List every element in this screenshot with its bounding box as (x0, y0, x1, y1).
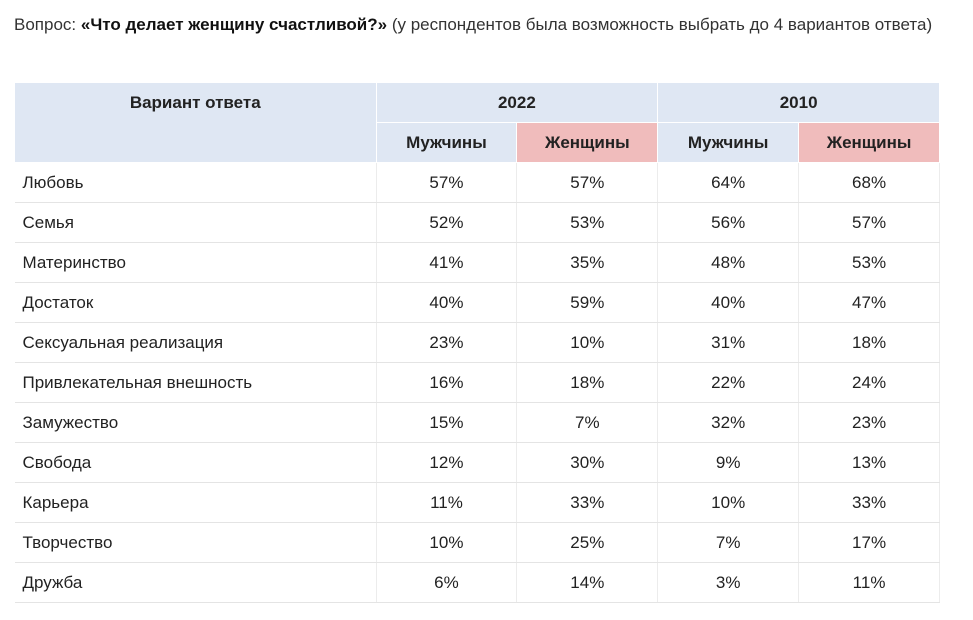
cell-value: 33% (798, 482, 940, 523)
header-group: Женщины (516, 122, 659, 163)
cell-value: 10% (657, 482, 800, 523)
row-label: Свобода (14, 442, 377, 483)
cell-value: 53% (798, 242, 940, 283)
header-option: Вариант ответа (14, 82, 377, 163)
cell-value: 31% (657, 322, 800, 363)
table-row: Творчество 10% 25% 7% 17% (14, 522, 940, 563)
row-label: Замужество (14, 402, 377, 443)
cell-value: 18% (798, 322, 940, 363)
header-group: Мужчины (375, 122, 518, 163)
table-row: Сексуальная реализация 23% 10% 31% 18% (14, 322, 940, 363)
cell-value: 25% (516, 522, 659, 563)
cell-value: 57% (376, 162, 518, 203)
cell-value: 68% (798, 162, 940, 203)
table-body: Любовь 57% 57% 64% 68% Семья 52% 53% 56% 57% Матер… (14, 162, 940, 603)
row-label: Семья (14, 202, 377, 243)
cell-value: 40% (376, 282, 518, 323)
question: «Что делает женщину счастливой?» (80, 15, 388, 34)
row-label: Материнство (14, 242, 377, 283)
row-label: Творчество (14, 522, 377, 563)
header-year: 2022 (375, 82, 659, 123)
table-row: Семья 52% 53% 56% 57% (14, 202, 940, 243)
cell-value: 22% (657, 362, 800, 403)
cell-value: 56% (657, 202, 800, 243)
results-table: Вариант ответа 2022 2010 Мужчины Женщины… (14, 82, 940, 603)
row-label: Достаток (14, 282, 377, 323)
cell-value: 11% (798, 562, 940, 603)
table-row: Достаток 40% 59% 40% 47% (14, 282, 940, 323)
cell-value: 17% (798, 522, 940, 563)
table-row: Замужество 15% 7% 32% 23% (14, 402, 940, 443)
header-year: 2010 (657, 82, 940, 123)
header-group: Женщины (798, 122, 940, 163)
cell-value: 11% (376, 482, 518, 523)
header-group: Мужчины (657, 122, 800, 163)
cell-value: 53% (516, 202, 659, 243)
cell-value: 32% (657, 402, 800, 443)
cell-value: 47% (798, 282, 940, 323)
cell-value: 9% (657, 442, 800, 483)
cell-value: 30% (516, 442, 659, 483)
cell-value: 35% (516, 242, 659, 283)
table-row: Любовь 57% 57% 64% 68% (14, 162, 940, 203)
cell-value: 48% (657, 242, 800, 283)
cell-value: 57% (516, 162, 659, 203)
table-row: Свобода 12% 30% 9% 13% (14, 442, 940, 483)
cell-value: 10% (516, 322, 659, 363)
intro-note: (у респондентов была возможность выбрать… (391, 15, 933, 34)
cell-value: 16% (376, 362, 518, 403)
cell-value: 15% (376, 402, 518, 443)
cell-value: 12% (376, 442, 518, 483)
row-label: Дружба (14, 562, 377, 603)
cell-value: 23% (798, 402, 940, 443)
row-label: Сексуальная реализация (14, 322, 377, 363)
cell-value: 33% (516, 482, 659, 523)
table-row: Привлекательная внешность 16% 18% 22% 24% (14, 362, 940, 403)
row-label: Любовь (14, 162, 377, 203)
intro-prefix: Вопрос: (14, 15, 77, 34)
row-label: Карьера (14, 482, 377, 523)
cell-value: 18% (516, 362, 659, 403)
cell-value: 7% (657, 522, 800, 563)
cell-value: 14% (516, 562, 659, 603)
cell-value: 24% (798, 362, 940, 403)
cell-value: 23% (376, 322, 518, 363)
cell-value: 41% (376, 242, 518, 283)
cell-value: 10% (376, 522, 518, 563)
cell-value: 57% (798, 202, 940, 243)
cell-value: 64% (657, 162, 800, 203)
row-label: Привлекательная внешность (14, 362, 377, 403)
cell-value: 7% (516, 402, 659, 443)
cell-value: 52% (376, 202, 518, 243)
intro: Вопрос: «Что делает женщину счастливой?»… (14, 13, 964, 36)
table-row: Дружба 6% 14% 3% 11% (14, 562, 940, 603)
table-row: Материнство 41% 35% 48% 53% (14, 242, 940, 283)
cell-value: 40% (657, 282, 800, 323)
cell-value: 13% (798, 442, 940, 483)
cell-value: 3% (657, 562, 800, 603)
table-row: Карьера 11% 33% 10% 33% (14, 482, 940, 523)
cell-value: 59% (516, 282, 659, 323)
cell-value: 6% (376, 562, 518, 603)
